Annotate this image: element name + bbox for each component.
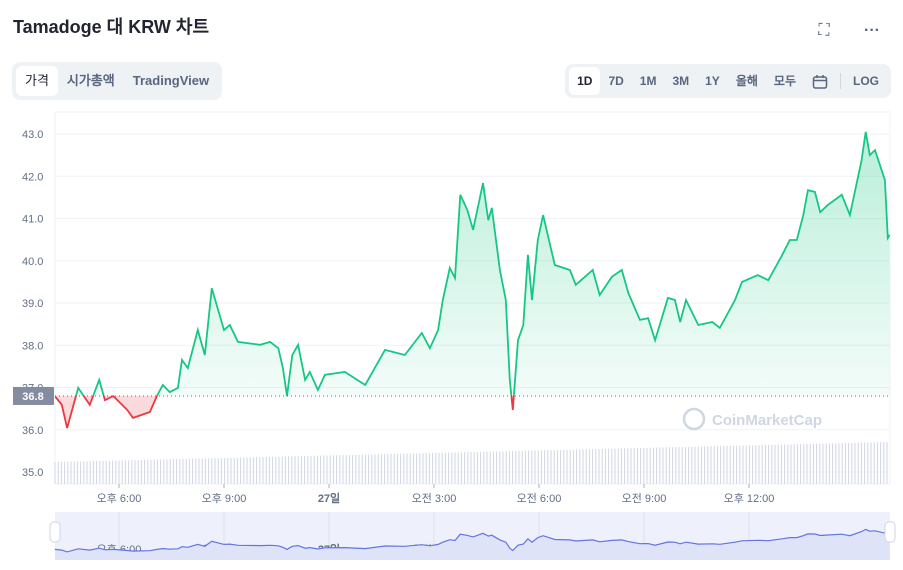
chart-type-tabs: 가격 시가총액 TradingView — [12, 62, 223, 100]
range-ytd[interactable]: 올해 — [735, 74, 758, 88]
price-line-up — [55, 131, 891, 396]
range-all[interactable]: 모두 — [773, 74, 796, 88]
watermark: CoinMarketCap — [682, 407, 822, 431]
y-tick-label: 42.0 — [22, 171, 43, 183]
navigator-handle-left[interactable] — [49, 521, 61, 543]
more-dots-icon[interactable]: ··· — [864, 22, 880, 39]
x-tick-label: 27일 — [318, 491, 340, 505]
range-1d[interactable]: 1D — [569, 67, 601, 95]
price-area-down — [55, 396, 514, 429]
x-tick-label: 오후 9:00 — [202, 492, 247, 505]
price-area-up — [55, 131, 890, 396]
y-tick-label: 39.0 — [22, 298, 43, 310]
navigator-handle-right[interactable] — [884, 521, 896, 543]
page-title: Tamadoge 대 KRW 차트 — [13, 17, 210, 37]
calendar-icon[interactable] — [804, 67, 836, 95]
navigator-line — [54, 528, 890, 553]
y-tick-label: 40.0 — [22, 256, 43, 268]
tab-market-cap[interactable]: 시가총액 — [66, 73, 115, 88]
x-tick-label: 오전 3:00 — [412, 492, 457, 505]
y-tick-label: 35.0 — [22, 467, 43, 479]
navigator-area — [54, 529, 891, 560]
range-1y[interactable]: 1Y — [705, 74, 720, 88]
y-tick-label: 38.0 — [22, 340, 43, 352]
watermark-text: CoinMarketCap — [712, 412, 822, 429]
x-tick-label: 오후 12:00 — [724, 492, 775, 505]
y-tick-label: 43.0 — [22, 129, 43, 141]
range-7d[interactable]: 7D — [608, 74, 624, 88]
log-scale-toggle[interactable]: LOG — [853, 74, 879, 88]
divider — [840, 73, 841, 89]
range-3m[interactable]: 3M — [672, 74, 690, 88]
y-tick-label: 36.0 — [22, 425, 43, 437]
reference-badge — [13, 386, 54, 405]
range-selector: 1D 7D 1M 3M 1Y 올해 모두 LOG — [565, 64, 891, 98]
tab-tradingview[interactable]: TradingView — [132, 73, 210, 88]
x-tick-label: 오후 6:00 — [97, 492, 142, 505]
tab-price[interactable]: 가격 — [16, 66, 58, 96]
x-tick-label: 오전 9:00 — [622, 492, 667, 505]
plot-frame — [54, 111, 891, 485]
x-tick-label: 오전 6:00 — [517, 492, 562, 505]
range-1m[interactable]: 1M — [639, 74, 657, 88]
fullscreen-icon[interactable]: ⛶ — [818, 22, 830, 39]
reference-price-label: 36.8 — [22, 391, 43, 403]
y-tick-label: 41.0 — [22, 214, 43, 226]
